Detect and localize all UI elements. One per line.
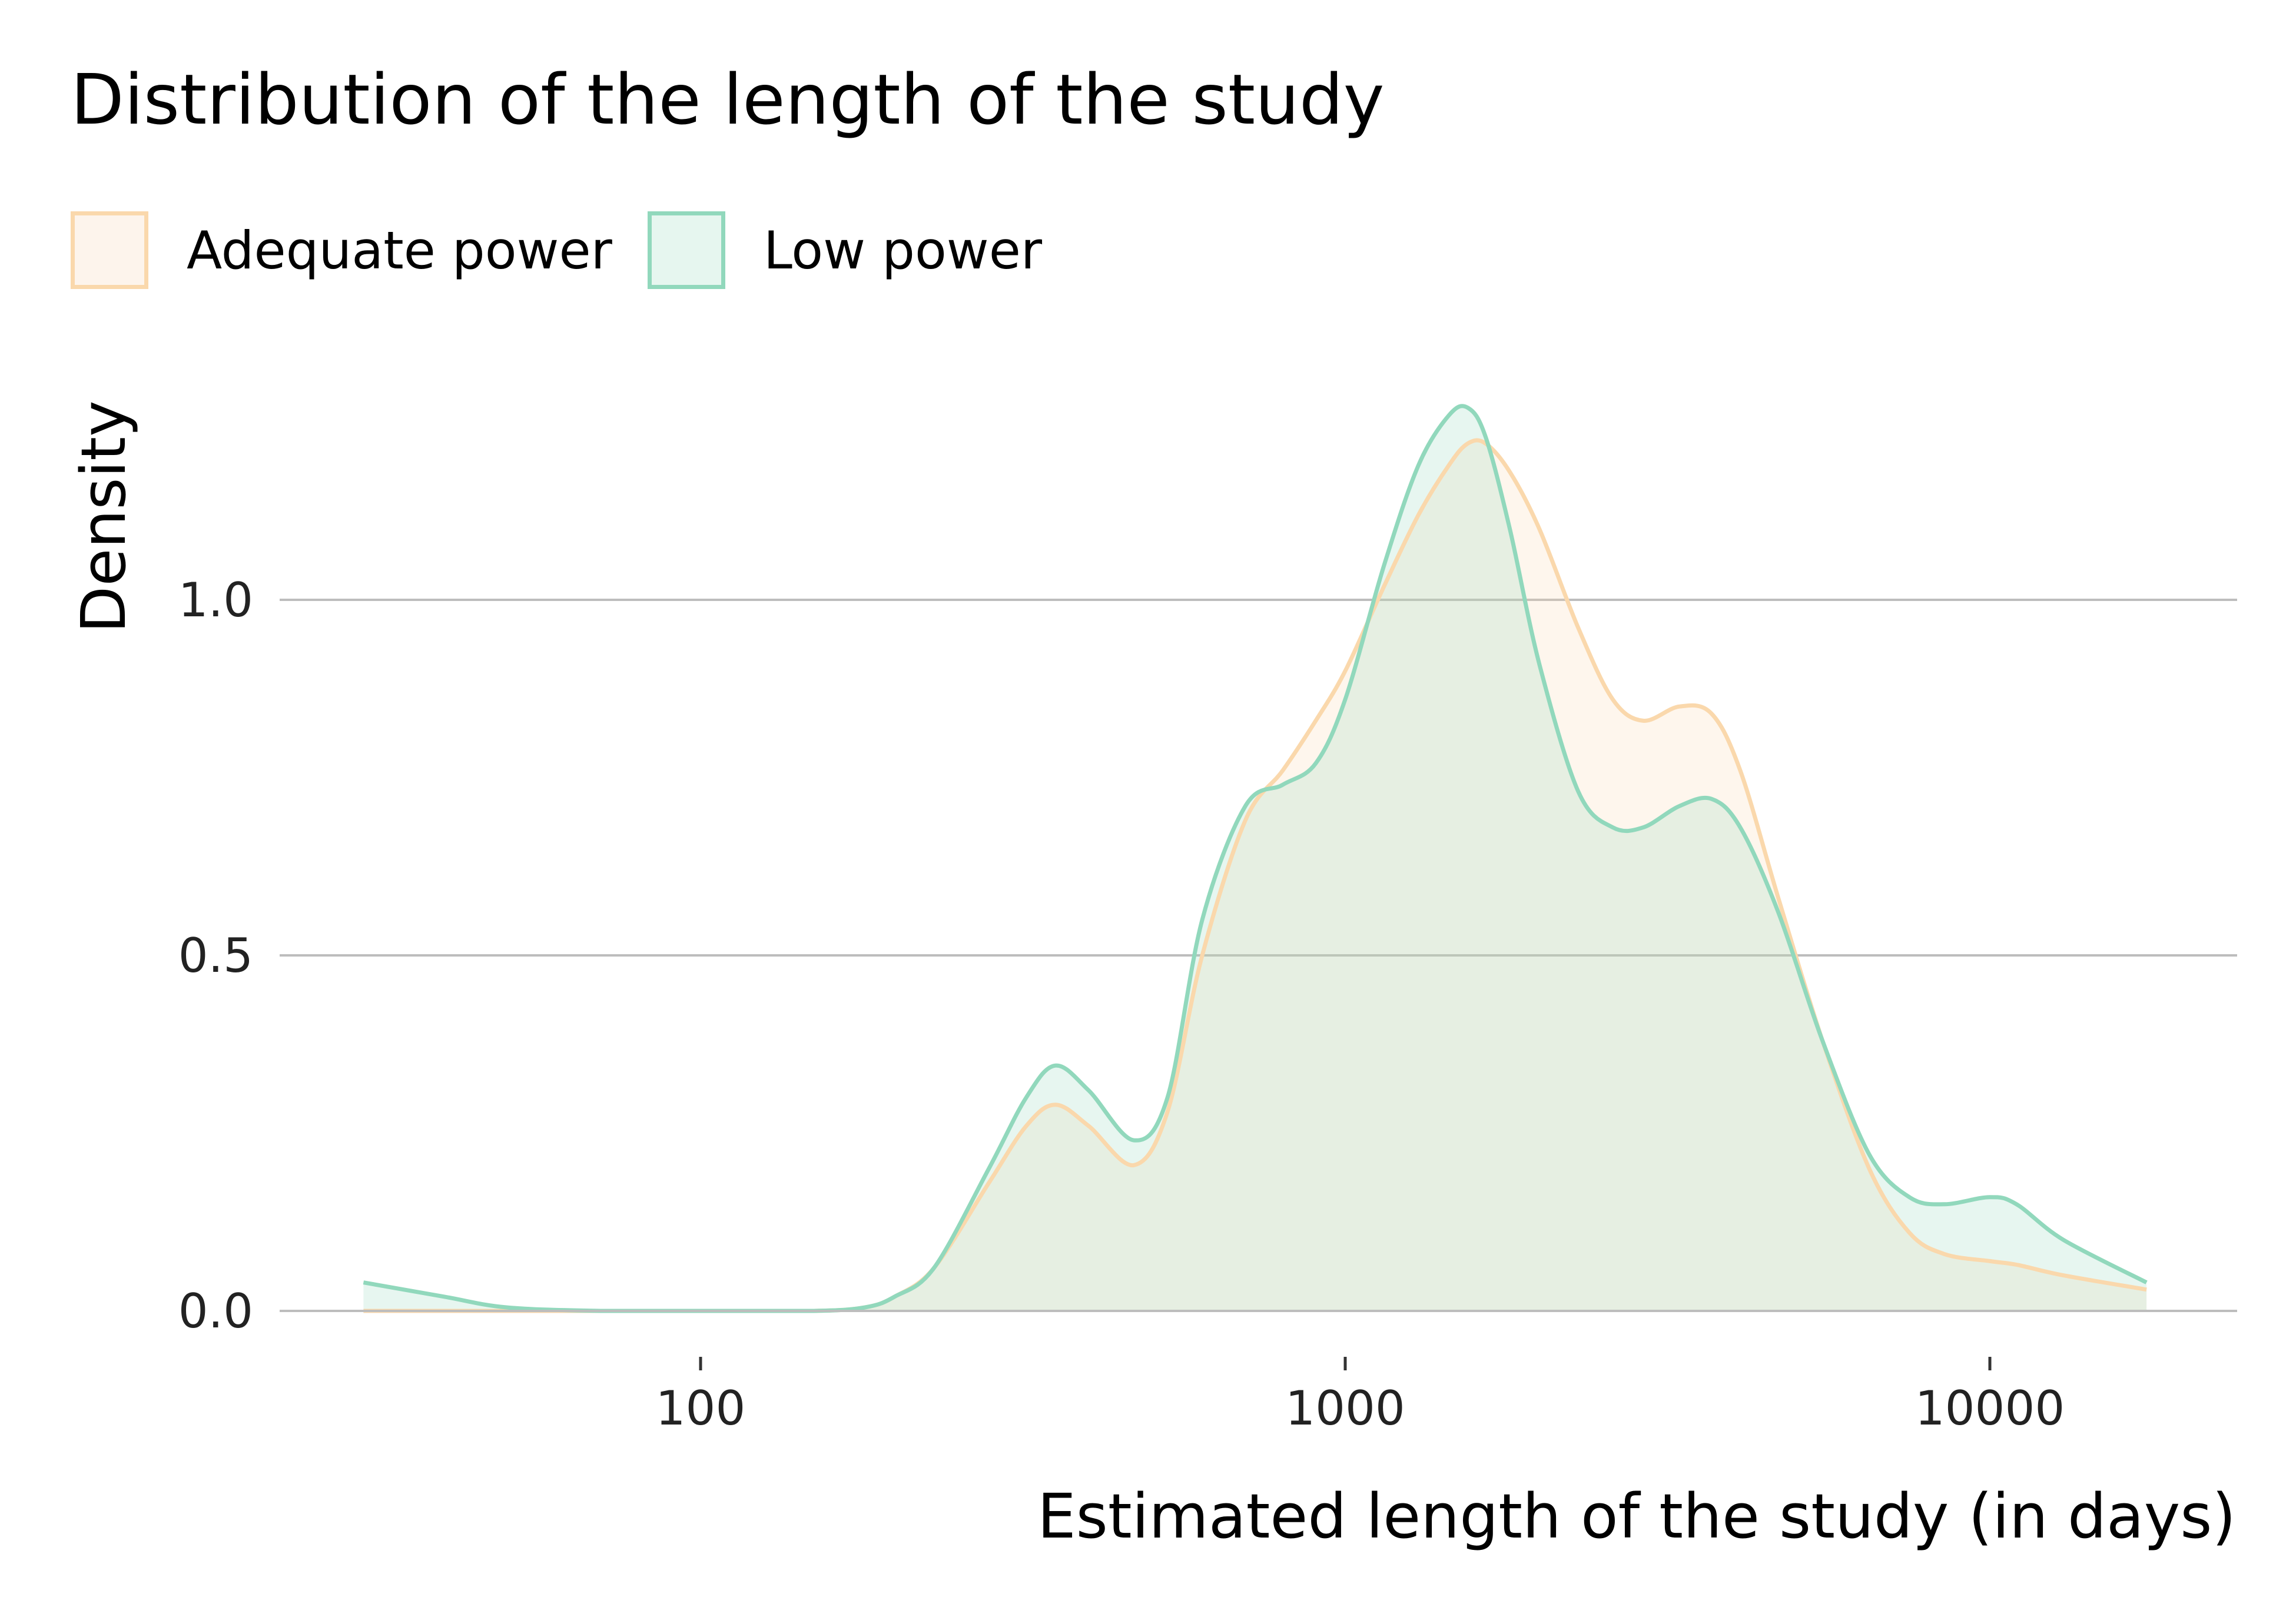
density-areas	[363, 406, 2147, 1311]
x-tick-label: 1000	[1285, 1381, 1405, 1436]
density-area-low-power	[363, 406, 2147, 1311]
axis-ticks: 0.0 0.5 1.0 100 1000 10000	[178, 573, 2065, 1436]
legend-swatch-low-power	[647, 211, 725, 289]
legend-label-adequate-power: Adequate power	[187, 220, 612, 281]
legend-swatch-adequate-power	[71, 211, 148, 289]
x-axis-title: Estimated length of the study (in days)	[1037, 1480, 2236, 1552]
legend-label-low-power: Low power	[763, 220, 1043, 281]
density-lines	[280, 404, 2237, 1313]
legend-item-low-power[interactable]: Low power	[647, 211, 1043, 289]
chart-title: Distribution of the length of the study	[71, 59, 1385, 140]
y-tick-label: 0.0	[178, 1284, 253, 1339]
legend: Adequate power Low power	[71, 209, 1077, 291]
y-tick-label: 1.0	[178, 573, 253, 627]
density-area-adequate-power	[363, 440, 2147, 1311]
x-tick-label: 100	[656, 1381, 746, 1436]
y-axis-title: Density	[68, 400, 140, 633]
x-tick-label: 10000	[1915, 1381, 2065, 1436]
legend-item-adequate-power[interactable]: Adequate power	[71, 211, 612, 289]
density-line-low-power	[363, 404, 2148, 1313]
y-tick-label: 0.5	[178, 928, 253, 983]
